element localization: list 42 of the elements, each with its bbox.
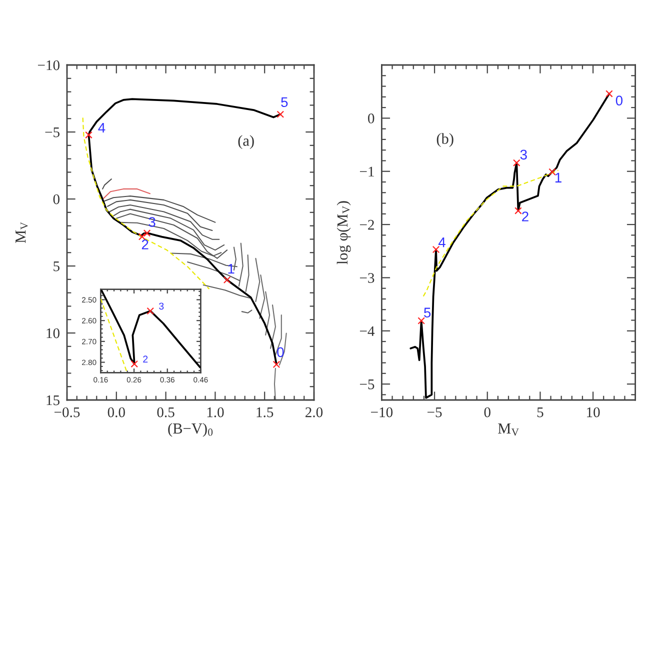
x-tick-label: 1.0: [207, 407, 224, 418]
annotation: (b): [436, 133, 454, 147]
y-tick-label: −10: [38, 60, 60, 70]
annotation: 4: [98, 122, 106, 133]
annotation: (a): [238, 135, 254, 149]
y-tick-label: 0: [53, 194, 60, 204]
x-tick-label: 0: [484, 407, 490, 418]
y-tick-label: −2: [360, 220, 374, 230]
y-tick-label: −4: [360, 326, 375, 336]
annotation: 3: [159, 302, 164, 310]
x-tick-label: 2.0: [306, 407, 323, 418]
y-axis-title: M$_{V}$: [16, 222, 28, 243]
x-tick-label: −10: [371, 407, 393, 418]
x-axis-title: (B−V)$_{0}$: [168, 422, 213, 437]
annotation: 3: [148, 217, 156, 227]
x-tick-label: −0.5: [54, 407, 80, 418]
annotation: 2: [142, 240, 148, 250]
annotation: 0: [616, 96, 623, 106]
x-tick-label: 10: [587, 407, 600, 418]
annotation: 1: [555, 172, 562, 182]
annotation: 1: [228, 264, 234, 274]
annotation: 5: [424, 308, 431, 318]
y-tick-label: −5: [45, 128, 60, 138]
x-axis-title: M$_{V}$: [498, 423, 519, 436]
y-tick-label: 5: [54, 262, 60, 272]
x-tick-label: 0.5: [157, 407, 174, 418]
annotation: 2: [522, 212, 528, 222]
y-tick-label: 10: [46, 328, 60, 338]
y-tick-label: 0: [368, 114, 374, 124]
annotation: 2: [143, 356, 148, 362]
y-tick-label: −1: [360, 166, 374, 176]
annotation: 0: [277, 347, 284, 358]
annotation: 5: [281, 97, 288, 108]
x-tick-label: 0.0: [108, 407, 125, 418]
annotation: 4: [438, 238, 446, 248]
y-tick-label: −3: [360, 273, 374, 283]
x-tick-label: −5: [428, 408, 442, 418]
y-axis-title: log φ(M$_{V}$): [336, 201, 351, 264]
y-tick-label: 15: [46, 395, 60, 406]
annotation: 3: [520, 150, 527, 160]
x-tick-label: 1.5: [256, 407, 274, 418]
x-tick-label: 5: [537, 408, 544, 418]
